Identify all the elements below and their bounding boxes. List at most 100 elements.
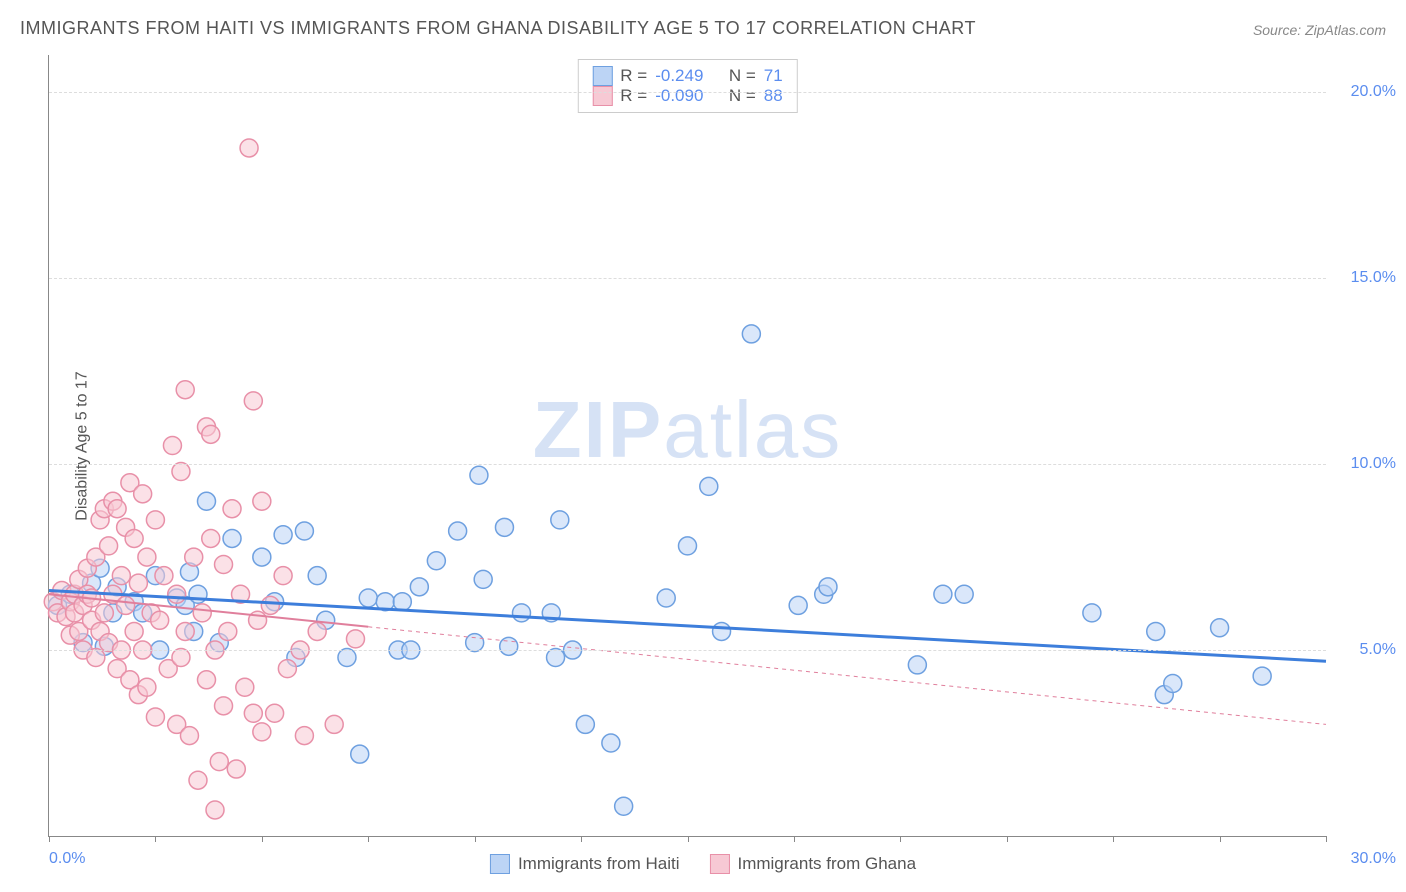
data-point: [240, 139, 258, 157]
x-tick: [1113, 836, 1114, 842]
gridline: [49, 650, 1326, 651]
data-point: [266, 704, 284, 722]
data-point: [427, 552, 445, 570]
data-point: [236, 678, 254, 696]
data-point: [295, 727, 313, 745]
data-point: [1164, 675, 1182, 693]
chart-title: IMMIGRANTS FROM HAITI VS IMMIGRANTS FROM…: [20, 18, 976, 39]
data-point: [551, 511, 569, 529]
data-point: [308, 622, 326, 640]
data-point: [168, 585, 186, 603]
data-point: [219, 622, 237, 640]
data-point: [172, 463, 190, 481]
data-point: [138, 548, 156, 566]
x-tick: [49, 836, 50, 842]
data-point: [197, 492, 215, 510]
source-name: ZipAtlas.com: [1305, 22, 1386, 38]
data-point: [679, 537, 697, 555]
data-point: [125, 529, 143, 547]
data-point: [274, 567, 292, 585]
data-point: [202, 425, 220, 443]
data-point: [359, 589, 377, 607]
data-point: [100, 537, 118, 555]
data-point: [351, 745, 369, 763]
data-point: [615, 797, 633, 815]
data-point: [117, 596, 135, 614]
scatter-plot-svg: [49, 55, 1326, 836]
data-point: [129, 574, 147, 592]
data-point: [934, 585, 952, 603]
data-point: [278, 660, 296, 678]
x-tick: [581, 836, 582, 842]
data-point: [253, 723, 271, 741]
data-point: [197, 671, 215, 689]
data-point: [202, 529, 220, 547]
data-point: [151, 611, 169, 629]
trend-line-dashed: [368, 627, 1326, 725]
legend-item-ghana: Immigrants from Ghana: [709, 854, 916, 874]
x-tick: [688, 836, 689, 842]
data-point: [206, 801, 224, 819]
gridline: [49, 92, 1326, 93]
data-point: [274, 526, 292, 544]
data-point: [125, 622, 143, 640]
x-axis-min-label: 0.0%: [49, 850, 85, 868]
data-point: [95, 604, 113, 622]
data-point: [1083, 604, 1101, 622]
x-tick: [1007, 836, 1008, 842]
data-point: [474, 570, 492, 588]
data-point: [547, 648, 565, 666]
data-point: [470, 466, 488, 484]
y-tick-label: 20.0%: [1351, 83, 1396, 101]
data-point: [602, 734, 620, 752]
x-tick: [262, 836, 263, 842]
data-point: [346, 630, 364, 648]
data-point: [87, 648, 105, 666]
x-tick: [368, 836, 369, 842]
source-attribution: Source: ZipAtlas.com: [1253, 22, 1386, 38]
data-point: [466, 634, 484, 652]
data-point: [713, 622, 731, 640]
data-point: [789, 596, 807, 614]
data-point: [180, 727, 198, 745]
data-point: [1211, 619, 1229, 637]
y-tick-label: 10.0%: [1351, 455, 1396, 473]
source-label: Source:: [1253, 22, 1301, 38]
swatch-haiti-icon: [490, 854, 510, 874]
data-point: [163, 437, 181, 455]
data-point: [908, 656, 926, 674]
y-tick-label: 15.0%: [1351, 269, 1396, 287]
legend-label-haiti: Immigrants from Haiti: [518, 854, 680, 874]
data-point: [253, 492, 271, 510]
data-point: [146, 511, 164, 529]
data-point: [253, 548, 271, 566]
data-point: [1147, 622, 1165, 640]
legend-label-ghana: Immigrants from Ghana: [737, 854, 916, 874]
x-tick: [155, 836, 156, 842]
data-point: [244, 704, 262, 722]
data-point: [512, 604, 530, 622]
data-point: [500, 637, 518, 655]
data-point: [185, 548, 203, 566]
data-point: [108, 500, 126, 518]
data-point: [495, 518, 513, 536]
data-point: [223, 529, 241, 547]
data-point: [176, 381, 194, 399]
swatch-ghana-icon: [709, 854, 729, 874]
data-point: [742, 325, 760, 343]
x-axis-max-label: 30.0%: [1351, 850, 1396, 868]
data-point: [819, 578, 837, 596]
data-point: [295, 522, 313, 540]
data-point: [325, 715, 343, 733]
y-tick-label: 5.0%: [1360, 641, 1396, 659]
data-point: [449, 522, 467, 540]
data-point: [134, 485, 152, 503]
series-legend: Immigrants from Haiti Immigrants from Gh…: [490, 854, 916, 874]
data-point: [172, 648, 190, 666]
chart-plot-area: ZIPatlas R = -0.249 N = 71 R = -0.090 N …: [48, 55, 1326, 837]
x-tick: [1326, 836, 1327, 842]
data-point: [700, 477, 718, 495]
data-point: [261, 596, 279, 614]
data-point: [338, 648, 356, 666]
data-point: [223, 500, 241, 518]
